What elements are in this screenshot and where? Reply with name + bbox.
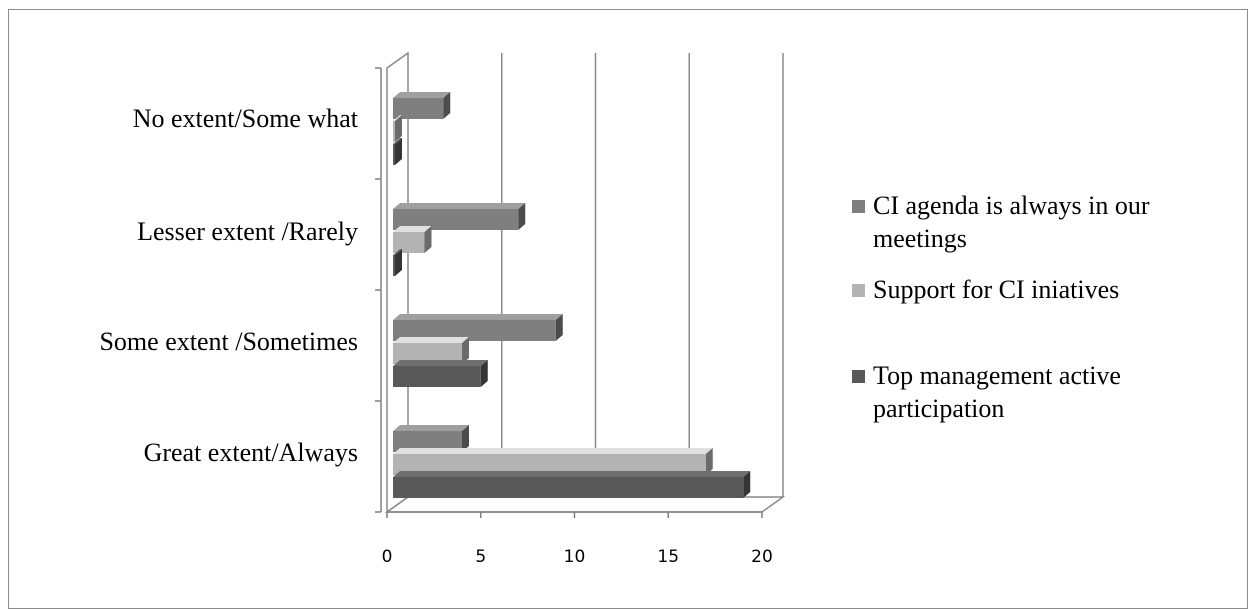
bar-side — [555, 314, 563, 341]
bar — [393, 144, 395, 165]
bar-top — [393, 92, 451, 98]
bar-side — [443, 92, 451, 119]
bar — [393, 454, 706, 475]
bar — [393, 121, 395, 142]
bar — [393, 209, 519, 230]
bar-side — [424, 226, 432, 253]
bar-top — [393, 337, 469, 343]
chart-frame — [8, 9, 1248, 609]
bar-side — [705, 448, 713, 475]
bar-side — [462, 337, 469, 364]
bar-side — [743, 471, 751, 498]
bar-top — [393, 448, 713, 454]
x-tick-label: 15 — [657, 547, 679, 567]
bar — [393, 255, 395, 276]
category-label: No extent/Some what — [133, 104, 359, 133]
category-label: Some extent /Sometimes — [99, 327, 358, 356]
bar — [393, 343, 462, 364]
legend-label: Top management active — [873, 361, 1121, 390]
bar-top — [393, 138, 402, 144]
bar-side — [480, 360, 488, 387]
category-label: Great extent/Always — [144, 438, 358, 467]
bar-side — [395, 115, 402, 142]
bar-side — [462, 425, 469, 452]
x-tick-label: 0 — [382, 547, 393, 567]
bar-side — [395, 249, 402, 276]
category-label: Lesser extent /Rarely — [137, 217, 358, 246]
bar-top — [393, 115, 402, 121]
bar — [393, 366, 481, 387]
bar-top — [393, 203, 526, 209]
bar — [393, 477, 744, 498]
legend-label: Support for CI iniatives — [873, 275, 1119, 304]
bar-top — [393, 226, 432, 232]
bar-top — [393, 425, 469, 431]
legend-label: meetings — [873, 224, 967, 253]
bar-top — [393, 471, 751, 477]
floor — [384, 496, 786, 513]
legend-label: CI agenda is always in our — [873, 191, 1150, 220]
legend-swatch — [852, 284, 865, 297]
bar — [393, 431, 462, 452]
x-tick-label: 20 — [751, 547, 773, 567]
legend-swatch — [852, 200, 865, 213]
bar-top — [393, 314, 563, 320]
bar — [393, 98, 444, 119]
bar-side — [518, 203, 526, 230]
bar — [393, 232, 425, 253]
legend-label: participation — [873, 394, 1004, 423]
bar — [393, 320, 556, 341]
bar-top — [393, 249, 402, 255]
bar-top — [393, 360, 488, 366]
bar-side — [395, 138, 402, 165]
x-tick-label: 10 — [564, 547, 586, 567]
legend-swatch — [852, 370, 865, 383]
x-tick-label: 5 — [475, 547, 486, 567]
